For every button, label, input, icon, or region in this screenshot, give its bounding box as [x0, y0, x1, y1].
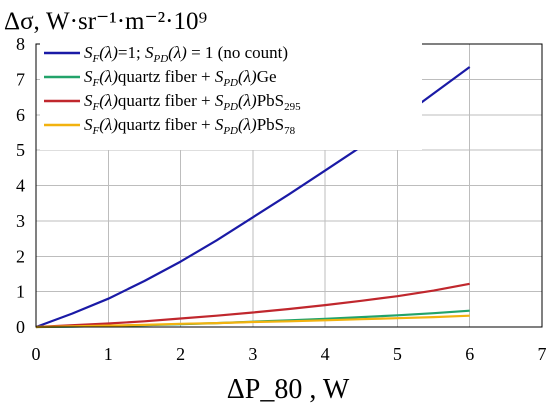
y-tick-labels: 0 1 2 3 4 5 6 7 8 [16, 34, 25, 337]
legend: SF​(λ)=1; SPD​(λ) = 1 (no count)SF​(λ)qu… [44, 43, 301, 137]
x-tick-label-3: 3 [248, 344, 257, 364]
x-tick-label-0: 0 [32, 344, 41, 364]
legend-box [40, 38, 422, 150]
y-axis-title: Δσ, W·sr⁻¹·m⁻²·10⁹ [4, 8, 207, 35]
x-tick-label-1: 1 [104, 344, 113, 364]
x-tick-label-2: 2 [176, 344, 185, 364]
series-line-2 [35, 282, 470, 329]
series-line-3 [35, 314, 470, 329]
x-tick-label-6: 6 [465, 344, 474, 364]
x-tick-label-5: 5 [393, 344, 402, 364]
x-tick-label-4: 4 [321, 344, 330, 364]
y-tick-label-5: 5 [16, 140, 25, 160]
y-tick-label-3: 3 [16, 211, 25, 231]
y-tick-label-7: 7 [16, 69, 25, 89]
legend-label-2: SF​(λ)quartz fiber + SPD​(λ)PbS295​ [84, 91, 301, 113]
y-tick-label-1: 1 [16, 282, 25, 302]
x-axis-title: ΔP_80 , W [227, 374, 350, 405]
legend-label-3: SF​(λ)quartz fiber + SPD​(λ)PbS78​ [84, 115, 296, 137]
y-tick-label-2: 2 [16, 246, 25, 266]
y-tick-label-4: 4 [16, 176, 25, 196]
legend-label-1: SF​(λ)quartz fiber + SPD​(λ)Ge [84, 67, 277, 89]
y-tick-label-0: 0 [16, 317, 25, 337]
x-tick-label-7: 7 [538, 344, 547, 364]
y-tick-label-6: 6 [16, 105, 25, 125]
legend-label-0: SF​(λ)=1; SPD​(λ) = 1 (no count) [84, 43, 288, 65]
x-tick-labels: 0 1 2 3 4 5 6 7 [32, 344, 547, 364]
y-tick-label-8: 8 [16, 34, 25, 54]
